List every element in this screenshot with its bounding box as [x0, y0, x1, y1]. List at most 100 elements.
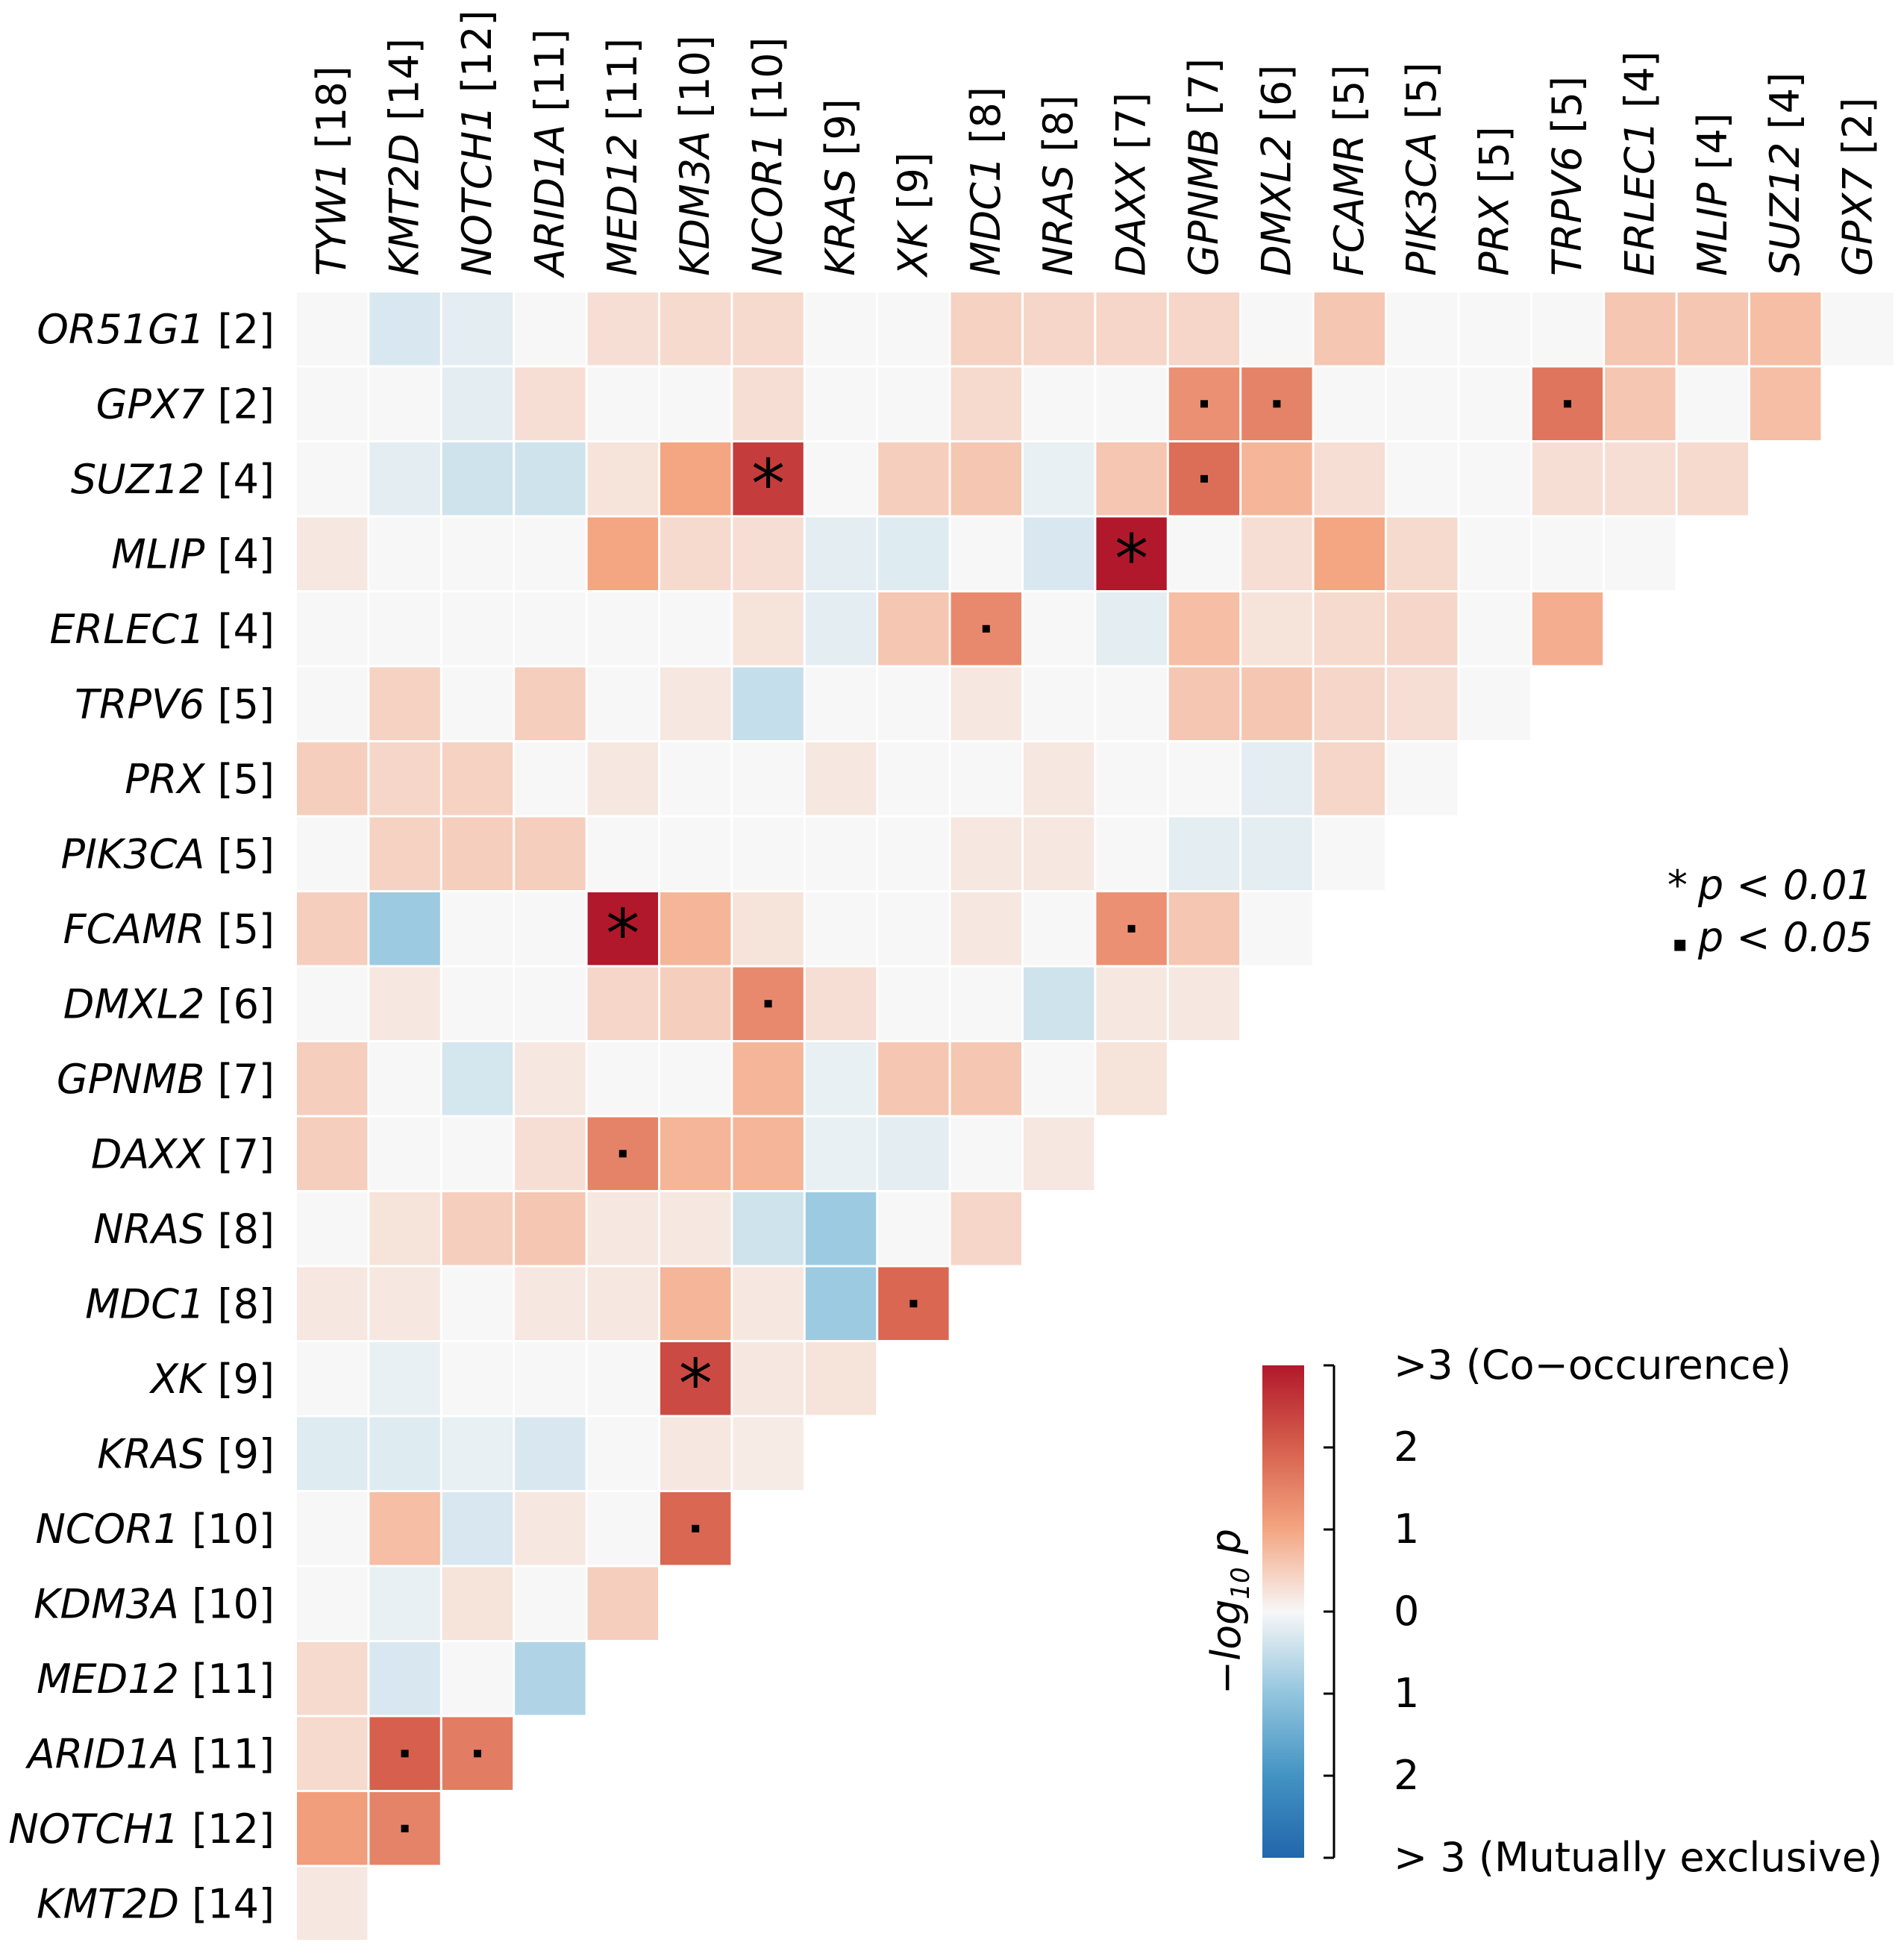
heatmap-cell: [515, 1567, 586, 1640]
heatmap-cell: [660, 817, 731, 890]
heatmap-cell: [1241, 742, 1312, 815]
heatmap-cell: [515, 817, 586, 890]
heatmap-cell: [515, 1042, 586, 1115]
column-label: PIK3CA [5]: [1398, 62, 1445, 276]
heatmap-cell: [660, 442, 731, 516]
heatmap-cell: [805, 742, 877, 815]
heatmap-cell: [1241, 292, 1312, 366]
column-label: NOTCH1 [12]: [454, 10, 501, 276]
heatmap-cell: [1314, 667, 1385, 740]
row-label: FCAMR [5]: [63, 906, 275, 953]
heatmap-cell: [369, 1117, 440, 1190]
heatmap-cell: [878, 367, 949, 440]
heatmap-cell: [515, 1342, 586, 1415]
column-label: NCOR1 [10]: [745, 37, 792, 277]
heatmap-cell: [950, 742, 1021, 815]
heatmap-cell: [950, 817, 1021, 890]
heatmap-cell: [1750, 292, 1821, 366]
heatmap-cell: [587, 817, 658, 890]
heatmap-cells: [297, 292, 1894, 1940]
row-label: MDC1 [8]: [85, 1280, 275, 1327]
legend-dot-line: ▪ p < 0.05: [1673, 914, 1873, 961]
heatmap-cell: [660, 742, 731, 815]
significance-dot: [764, 1000, 772, 1008]
heatmap-cell: [442, 367, 513, 440]
heatmap-cell: [805, 1042, 877, 1115]
heatmap-cell: [1314, 292, 1385, 366]
heatmap-cell: [805, 442, 877, 516]
heatmap-cell: [515, 292, 586, 366]
heatmap-cell: [1241, 667, 1312, 740]
heatmap-cell: [805, 592, 877, 666]
heatmap-cell: [587, 667, 658, 740]
heatmap-cell: [587, 292, 658, 366]
heatmap-cell: [297, 1042, 368, 1115]
heatmap-cell: [587, 1492, 658, 1565]
heatmap-cell: [660, 667, 731, 740]
heatmap-cell: [587, 1192, 658, 1265]
heatmap-cell: [587, 442, 658, 516]
heatmap-cell: [369, 742, 440, 815]
heatmap-cell: [442, 667, 513, 740]
heatmap-cell: [369, 892, 440, 965]
heatmap-cell: [660, 1042, 731, 1115]
heatmap-cell: [733, 442, 804, 516]
column-label: DAXX [7]: [1108, 93, 1155, 276]
significance-dot: [1564, 400, 1571, 408]
heatmap-cell: [369, 1567, 440, 1640]
heatmap-cell: [805, 1342, 877, 1415]
heatmap-cell: [1168, 967, 1240, 1040]
heatmap-cell: [878, 1117, 949, 1190]
heatmap-cell: [950, 967, 1021, 1040]
column-label: NRAS [8]: [1035, 95, 1082, 276]
row-label: ARID1A [11]: [25, 1730, 275, 1777]
heatmap-cell: [1241, 517, 1312, 590]
heatmap-cell: [587, 1342, 658, 1415]
heatmap-cell: [950, 1042, 1021, 1115]
heatmap-cell: [1168, 517, 1240, 590]
colorbar-tick-label: >3 (Co−occurence): [1394, 1341, 1791, 1388]
heatmap-cell: [1024, 292, 1094, 366]
heatmap-cell: [660, 1117, 731, 1190]
legend-star-symbol: *: [1667, 862, 1688, 909]
heatmap-cell: [297, 667, 368, 740]
column-label: SUZ12 [4]: [1761, 72, 1808, 276]
legend-star-label: p < 0.01: [1697, 862, 1873, 909]
heatmap-cell: [1024, 1042, 1094, 1115]
row-label: PRX [5]: [125, 756, 275, 803]
heatmap-cell: [369, 667, 440, 740]
heatmap-cell: [369, 1417, 440, 1490]
heatmap-cell: [442, 1567, 513, 1640]
heatmap-cell: [369, 1642, 440, 1715]
heatmap-cell: [515, 1417, 586, 1490]
heatmap-cell: [587, 1042, 658, 1115]
heatmap-cell: [1096, 517, 1167, 590]
column-label: KMT2D [14]: [381, 38, 428, 276]
heatmap-cell: [515, 1642, 586, 1715]
heatmap-cell: [587, 1267, 658, 1340]
heatmap-cell: [442, 1117, 513, 1190]
row-label: NRAS [8]: [93, 1206, 275, 1253]
column-label: MED12 [11]: [599, 38, 646, 276]
heatmap-cell: [1096, 367, 1167, 440]
heatmap-cell: [950, 517, 1021, 590]
heatmap-cell: [660, 892, 731, 965]
heatmap-cell: [733, 817, 804, 890]
heatmap-cell: [515, 967, 586, 1040]
row-label: OR51G1 [2]: [37, 306, 275, 353]
heatmap-cell: [1096, 1042, 1167, 1115]
heatmap-cell: [442, 1492, 513, 1565]
significance-star: *: [606, 895, 639, 974]
heatmap-cell: [660, 517, 731, 590]
heatmap-cell: [369, 1342, 440, 1415]
heatmap-cell: [1459, 667, 1530, 740]
heatmap-cell: [1459, 292, 1530, 366]
column-label: KRAS [9]: [817, 98, 864, 276]
heatmap-cell: [805, 517, 877, 590]
heatmap-cell: [1024, 817, 1094, 890]
row-label: GPX7 [2]: [96, 381, 275, 428]
significance-dot: [474, 1750, 481, 1758]
heatmap-cell: [1677, 442, 1748, 516]
heatmap-cell: [369, 817, 440, 890]
column-label: TYW1 [18]: [308, 66, 355, 276]
